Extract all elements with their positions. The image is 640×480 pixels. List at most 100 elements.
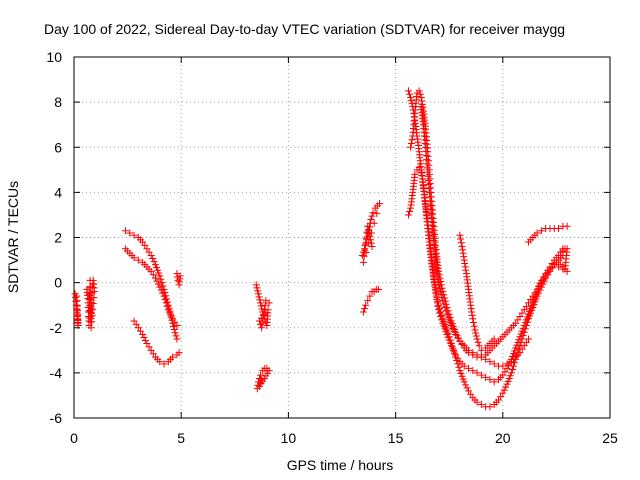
data-point (254, 290, 262, 298)
data-point (130, 231, 138, 239)
x-tick-label: 0 (70, 430, 78, 446)
data-point (490, 378, 498, 386)
data-point (150, 258, 158, 266)
data-point (537, 227, 545, 235)
data-point (406, 90, 414, 98)
data-point (508, 365, 516, 373)
data-point (74, 319, 82, 327)
data-point (459, 246, 467, 254)
data-point (265, 299, 273, 307)
x-tick-label: 25 (602, 430, 618, 446)
y-tick-label: -6 (50, 410, 63, 426)
data-point (499, 362, 507, 370)
data-points (71, 87, 571, 411)
data-point (434, 306, 442, 314)
data-point (477, 346, 485, 354)
data-point (169, 322, 177, 330)
data-point (469, 349, 477, 357)
x-tick-label: 20 (495, 430, 511, 446)
data-point (533, 229, 541, 237)
data-point (170, 326, 178, 334)
data-point (447, 321, 455, 329)
data-point (147, 252, 155, 260)
data-point (359, 258, 367, 266)
data-point (407, 143, 415, 151)
data-point (253, 284, 261, 292)
chart-title: Day 100 of 2022, Sidereal Day-to-day VTE… (44, 21, 565, 37)
y-tick-label: -2 (50, 320, 63, 336)
data-point (440, 300, 448, 308)
data-point (259, 315, 267, 323)
x-tick-label: 15 (388, 430, 404, 446)
data-point (255, 293, 263, 301)
data-point (369, 209, 377, 217)
data-point (450, 328, 458, 336)
data-point (88, 283, 96, 291)
data-point (460, 256, 468, 264)
data-point (434, 279, 442, 287)
data-point (126, 229, 134, 237)
data-point (533, 285, 541, 293)
data-point (257, 320, 265, 328)
data-point (486, 376, 494, 384)
data-point (505, 361, 513, 369)
data-point (361, 305, 369, 313)
data-point (500, 386, 508, 394)
data-point (502, 383, 510, 391)
data-point (449, 325, 457, 333)
data-point (258, 324, 266, 332)
data-point (469, 315, 477, 323)
data-point (557, 261, 565, 269)
data-point (535, 282, 543, 290)
data-point (257, 371, 265, 379)
data-point (359, 308, 367, 316)
data-point (431, 285, 439, 293)
data-point (411, 170, 419, 178)
data-point (140, 334, 148, 342)
data-point (157, 275, 165, 283)
data-point (499, 389, 507, 397)
data-point (416, 90, 424, 98)
data-point (90, 294, 98, 302)
data-point (464, 346, 472, 354)
data-point (167, 312, 175, 320)
data-point (473, 335, 481, 343)
data-point (258, 319, 266, 327)
data-point (482, 373, 490, 381)
data-point (362, 240, 370, 248)
data-point (507, 369, 515, 377)
data-point (510, 362, 518, 370)
data-point (467, 305, 475, 313)
y-axis-label: SDTVAR / TECUs (5, 181, 21, 293)
data-point (156, 272, 164, 280)
data-point (252, 281, 260, 289)
data-point (437, 291, 445, 299)
data-point (121, 227, 129, 235)
data-point (407, 97, 415, 105)
data-point (254, 287, 262, 295)
data-point (477, 400, 485, 408)
data-point (258, 376, 266, 384)
data-point (441, 303, 449, 311)
data-point (260, 306, 268, 314)
data-point (447, 342, 455, 350)
data-point (166, 310, 174, 318)
y-tick-label: 0 (54, 275, 62, 291)
data-point (261, 301, 269, 309)
data-point (169, 353, 177, 361)
data-point (436, 285, 444, 293)
data-point (154, 280, 162, 288)
data-point (477, 371, 485, 379)
data-point (462, 381, 470, 389)
data-point (471, 326, 479, 334)
data-point (159, 289, 167, 297)
data-point (368, 212, 376, 220)
data-point (525, 335, 533, 343)
data-point (256, 296, 264, 304)
data-point (486, 358, 494, 366)
data-point (364, 222, 372, 230)
data-point (367, 236, 375, 244)
data-point (358, 252, 366, 260)
data-point (370, 219, 378, 227)
data-point (468, 311, 476, 319)
